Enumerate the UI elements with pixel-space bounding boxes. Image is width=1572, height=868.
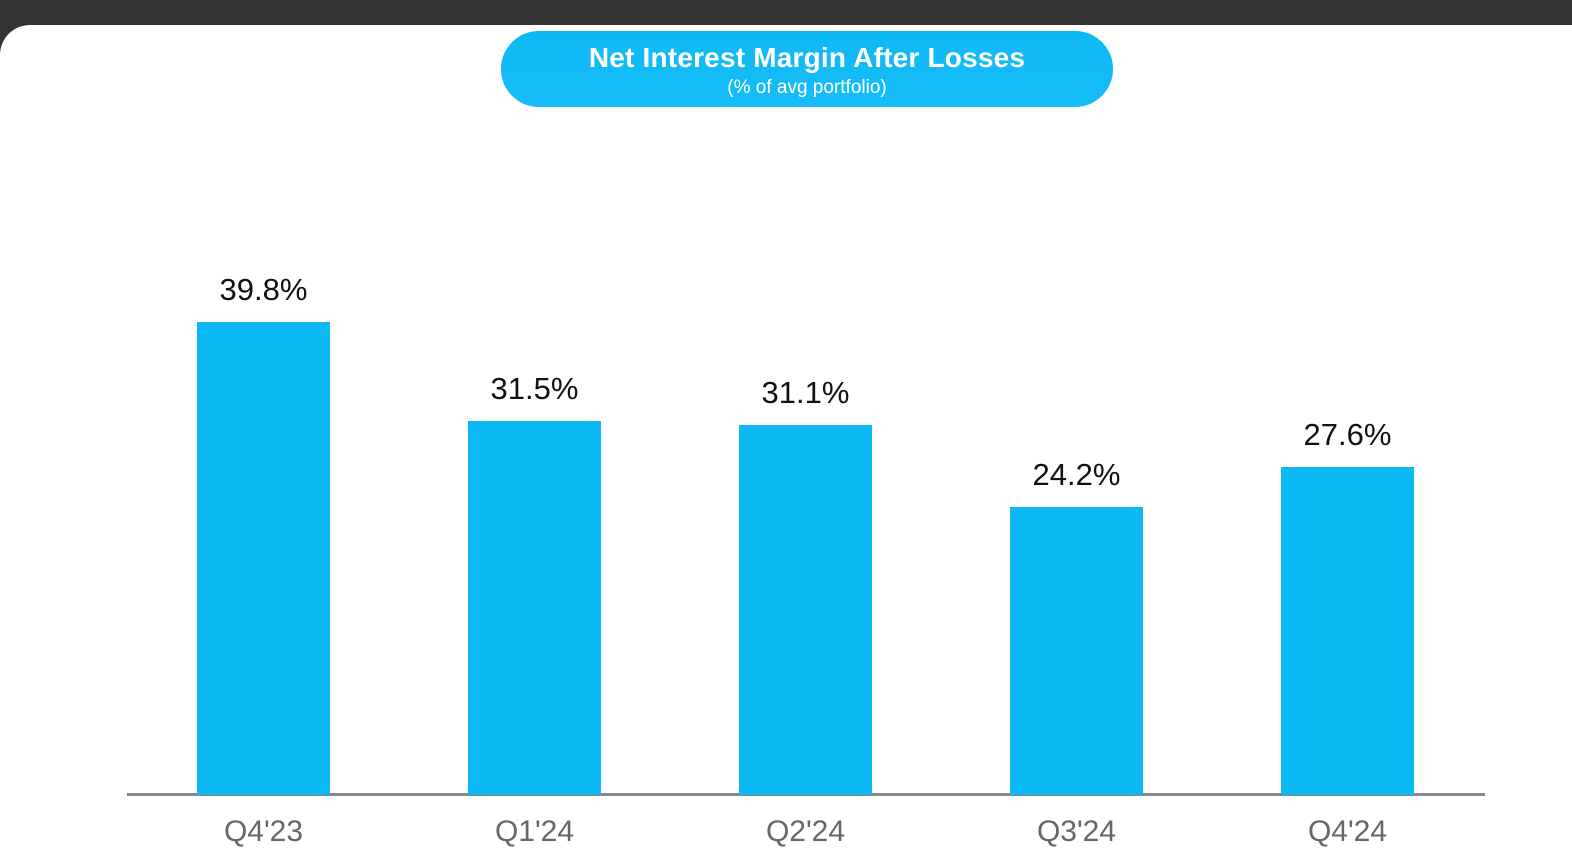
x-axis-tick-label: Q4'23 — [223, 815, 304, 848]
bar — [197, 322, 330, 795]
bar-value-label: 31.5% — [490, 371, 579, 406]
chart-title: Net Interest Margin After Losses — [588, 41, 1026, 73]
x-axis-tick-label: Q1'24 — [494, 815, 575, 848]
chart-subtitle: (% of avg portfolio) — [727, 76, 887, 98]
bar — [739, 425, 872, 795]
bar — [1010, 507, 1143, 795]
bar-value-label: 31.1% — [761, 375, 850, 410]
x-axis-tick-label: Q3'24 — [1036, 815, 1117, 848]
x-axis-tick-label: Q2'24 — [765, 815, 846, 848]
bar-value-label: 39.8% — [219, 272, 308, 307]
bar — [468, 421, 601, 795]
bar-chart: 39.8% Q4'23 31.5% Q1'24 31.1% Q2'24 24.2… — [0, 25, 1572, 868]
bar — [1281, 467, 1414, 795]
x-axis-tick-label: Q4'24 — [1307, 815, 1388, 848]
chart-title-badge: Net Interest Margin After Losses (% of a… — [497, 27, 1117, 111]
bar-value-label: 27.6% — [1303, 417, 1392, 452]
bar-value-label: 24.2% — [1032, 457, 1121, 492]
page-background: Net Interest Margin After Losses (% of a… — [0, 25, 1572, 868]
